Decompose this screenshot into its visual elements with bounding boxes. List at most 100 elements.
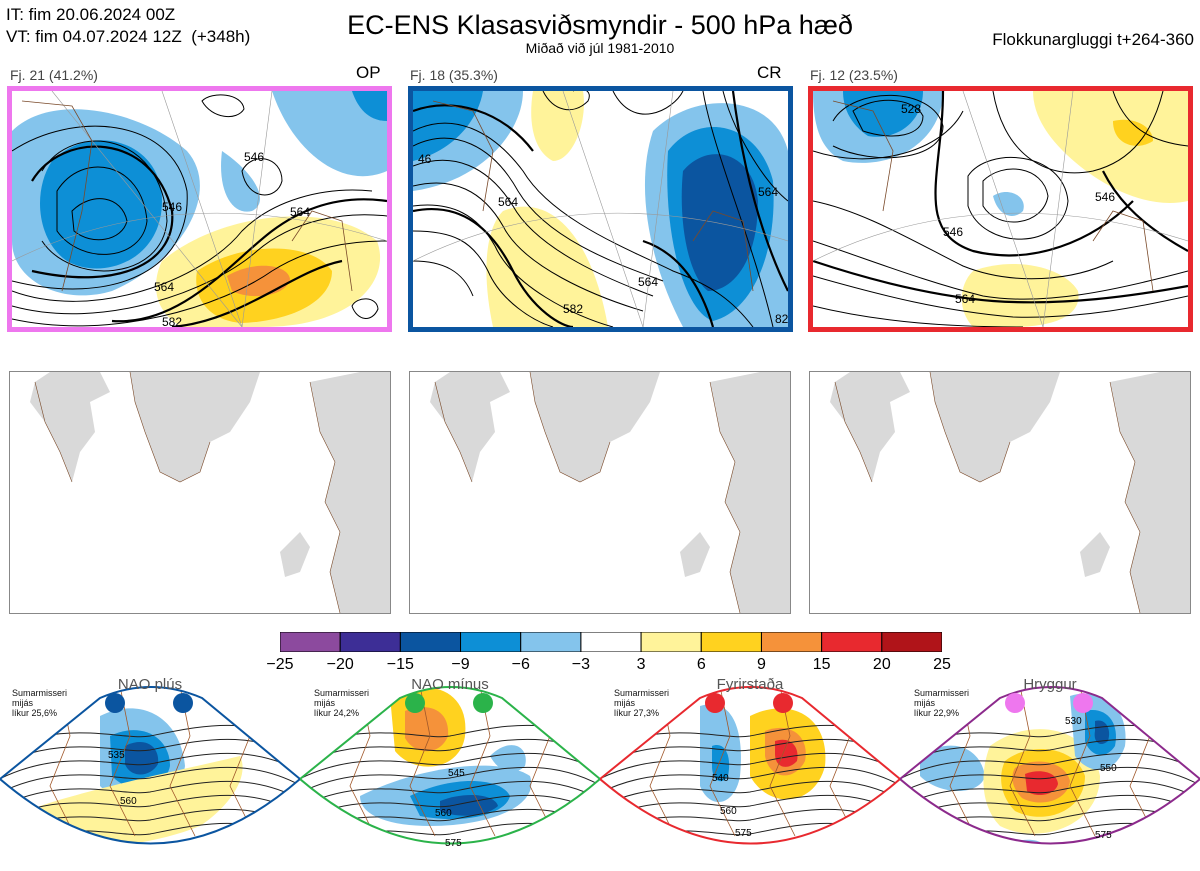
init-time: IT: fim 20.06.2024 00Z: [6, 5, 176, 24]
colorbar-tick-label: −20: [326, 656, 354, 673]
cluster-1-contour-label: 546: [162, 200, 182, 214]
regime-dot: [773, 693, 793, 713]
regime-meta: Sumarmisseri mijás líkur 22,9%: [914, 688, 969, 718]
regime-meta-line: Sumarmisseri: [614, 688, 670, 698]
colorbar-swatch: [640, 631, 702, 653]
colorbar-swatch: [700, 631, 762, 653]
regime-meta-line: Sumarmisseri: [314, 688, 370, 698]
page-subtitle: Miðað við júl 1981-2010: [525, 40, 675, 56]
header-info: IT: fim 20.06.2024 00Z VT: fim 04.07.2024…: [6, 4, 250, 48]
cluster-3-contour-label: 528: [901, 102, 921, 116]
cluster-3-contour-label: 546: [1095, 190, 1115, 204]
regime-meta-line: Sumarmisseri: [12, 688, 68, 698]
colorbar-tick-label: −25: [266, 656, 294, 673]
regime-contour-label: 560: [435, 808, 452, 819]
regime-meta-line: mijás: [314, 698, 336, 708]
anomaly-fill: [440, 794, 498, 816]
regime-contour-label: 575: [735, 828, 752, 839]
regime-meta-line: líkur 22,9%: [914, 708, 960, 718]
valid-time: VT: fim 04.07.2024 12Z (+348h): [6, 27, 251, 46]
height-contour: [900, 780, 1200, 813]
height-contour: [900, 766, 1200, 799]
height-contour: [300, 766, 600, 799]
height-contour: [900, 752, 1200, 785]
regime-map: 545 560 575: [300, 686, 602, 871]
coastline: [109, 687, 136, 837]
regime-frame: [300, 686, 602, 845]
regime-meta: Sumarmisseri mijás líkur 27,3%: [614, 688, 669, 718]
empty-map-1-svg: [10, 372, 390, 613]
colorbar-tick-label: −6: [511, 656, 530, 673]
regime-frame: [0, 686, 302, 845]
colorbar-tick-label: 3: [636, 656, 646, 673]
cluster-2-contour-label: 82: [775, 312, 788, 326]
cluster-1-contour-label: 564: [154, 280, 174, 294]
regime-map: 540 560 575: [600, 686, 902, 871]
regime-panel: 545 560 575 NAO mínus Sumarmisseri mijás líkur…: [300, 676, 602, 871]
page-title: EC-ENS Klasasviðsmyndir - 500 hPa hæð: [347, 10, 853, 40]
regime-contour-label: 575: [445, 838, 462, 849]
regime-contour-label: 550: [1100, 763, 1117, 774]
colorbar-tick-label: −9: [451, 656, 470, 673]
anomaly-fill: [490, 745, 526, 772]
empty-map-2-svg: [410, 372, 790, 613]
regime-name: NAO mínus: [411, 676, 489, 693]
cluster-2-tag: CR: [757, 63, 782, 82]
empty-map-2: [409, 371, 791, 614]
regime-meta-line: Sumarmisseri: [914, 688, 970, 698]
regime-dot: [173, 693, 193, 713]
height-contour: [300, 780, 600, 813]
empty-map-3-svg: [810, 372, 1190, 613]
colorbar-swatch: [279, 631, 341, 653]
regime-dot: [105, 693, 125, 713]
regime-meta-line: líkur 24,2%: [314, 708, 360, 718]
regime-contour-label: 575: [1095, 830, 1112, 841]
height-contour: [300, 752, 600, 785]
cluster-2-contour-label: 46: [418, 152, 432, 166]
height-contour: [300, 794, 600, 827]
height-contour: [0, 766, 300, 799]
height-contour: [600, 766, 900, 799]
cluster-1-map: 546 546 564 564 582: [7, 86, 392, 332]
regime-name: NAO plús: [117, 676, 183, 693]
height-contour: [0, 780, 300, 813]
height-contour: [600, 794, 900, 827]
regime-frame: [900, 686, 1200, 845]
regime-dot: [473, 693, 493, 713]
regime-contour-label: 545: [448, 768, 465, 779]
empty-map-3: [809, 371, 1191, 614]
colorbar-swatch: [339, 631, 401, 653]
cluster-1-tag: OP: [356, 63, 381, 82]
regime-name: Hryggur: [1023, 676, 1077, 693]
cluster-2-contour-label: 564: [638, 275, 658, 289]
height-contour: [600, 851, 902, 871]
cluster-2-contour-label: 582: [563, 302, 583, 316]
height-contour: [300, 851, 602, 871]
regime-meta-line: mijás: [914, 698, 936, 708]
regime-meta: Sumarmisseri mijás líkur 25,6%: [12, 688, 67, 718]
regime-meta-line: mijás: [614, 698, 636, 708]
colorbar-tick-label: −3: [571, 656, 591, 673]
empty-map-1: [9, 371, 391, 614]
cluster-2-map: 46 564 564 582 564 82: [408, 86, 793, 332]
colorbar-swatch: [881, 631, 943, 653]
colorbar-swatch: [520, 631, 582, 653]
coastline: [1009, 687, 1036, 837]
colorbar-tick-label: −15: [386, 656, 414, 673]
cluster-3-contour-label: 546: [943, 225, 963, 239]
cluster-3-contour-label: 564: [955, 292, 975, 306]
height-contour: [0, 752, 300, 785]
cluster-1-label: Fj. 21 (41.2%): [10, 67, 98, 83]
colorbar-swatch: [460, 631, 522, 653]
cluster-2-svg: 46 564 564 582 564 82: [413, 91, 788, 327]
cluster-window: Flokkunargluggi t+264-360: [992, 30, 1194, 49]
regime-panel: 535 560 NAO plús Sumarmisseri mijás líkur 25,…: [0, 676, 302, 871]
regime-name: Fyrirstaða: [716, 676, 784, 693]
regime-panel: 530 550 575 Hryggur Sumarmisseri mijás líkur 2…: [900, 676, 1200, 871]
cluster-2-contour-label: 564: [758, 185, 778, 199]
height-contour: [0, 794, 300, 827]
coastline: [409, 687, 436, 837]
regime-dot: [1005, 693, 1025, 713]
regime-dot: [405, 693, 425, 713]
regime-meta-line: mijás: [12, 698, 34, 708]
